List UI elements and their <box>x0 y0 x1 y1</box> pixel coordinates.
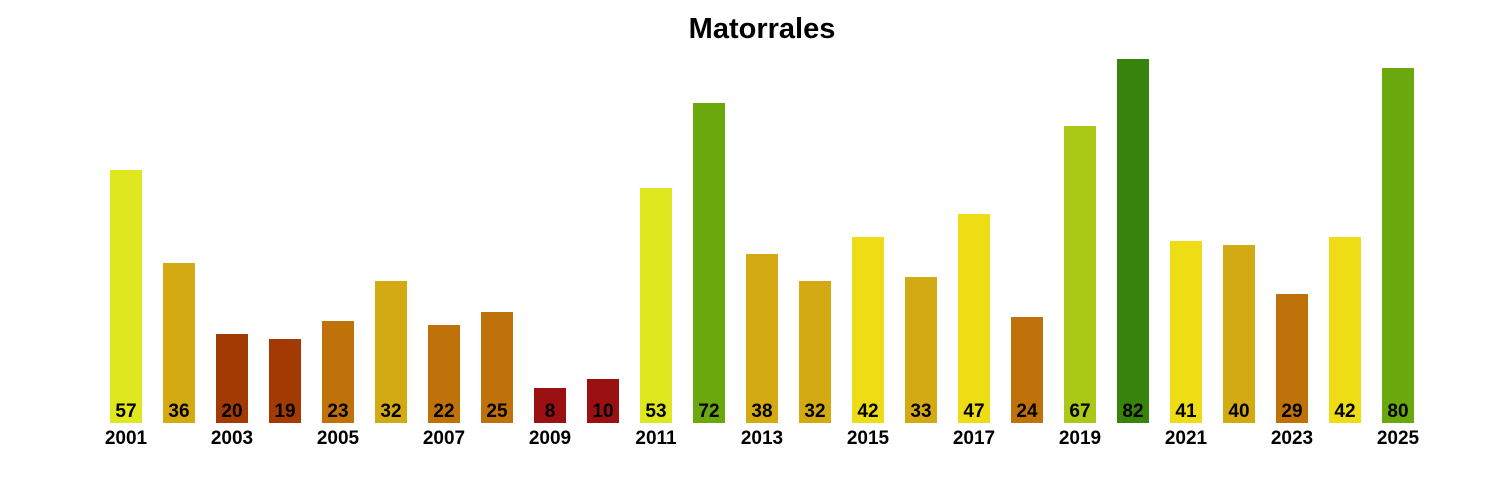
bar-value-label: 72 <box>698 401 720 422</box>
plot-area: 57 36 20 19 23 32 22 25 8 10 53 72 38 32 42 33 47 24 67 82 4… <box>110 59 1414 423</box>
bar-value-label: 41 <box>1175 401 1197 422</box>
bar-value-label: 10 <box>592 401 614 422</box>
bar-2001: 57 <box>110 170 142 423</box>
bar-2008: 25 <box>481 312 513 423</box>
x-tick-label-2003: 2003 <box>210 428 254 449</box>
bar-value-label: 53 <box>645 401 667 422</box>
bar-2012: 72 <box>693 103 725 423</box>
bar-value-label: 33 <box>910 401 932 422</box>
bar-value-label: 22 <box>433 401 455 422</box>
x-tick-label-2019: 2019 <box>1058 428 1102 449</box>
bar-value-label: 36 <box>168 401 190 422</box>
x-tick-label-2015: 2015 <box>846 428 890 449</box>
bar-2015: 42 <box>852 236 884 423</box>
bar-value-label: 40 <box>1228 401 1250 422</box>
bar-value-label: 24 <box>1016 401 1038 422</box>
bar-value-label: 23 <box>327 401 349 422</box>
bar-2021: 41 <box>1170 241 1202 423</box>
bar-value-label: 57 <box>115 401 137 422</box>
bar-2002: 36 <box>163 263 195 423</box>
bar-value-label: 80 <box>1387 401 1409 422</box>
bar-value-label: 42 <box>857 401 879 422</box>
bar-2022: 40 <box>1223 245 1255 423</box>
bar-2013: 38 <box>746 254 778 423</box>
bar-value-label: 32 <box>380 401 402 422</box>
bar-2025: 80 <box>1382 67 1414 423</box>
bar-value-label: 32 <box>804 401 826 422</box>
bar-2023: 29 <box>1276 294 1308 423</box>
x-tick-label-2007: 2007 <box>422 428 466 449</box>
bar-2019: 67 <box>1064 125 1096 423</box>
bar-2024: 42 <box>1329 236 1361 423</box>
x-tick-label-2013: 2013 <box>740 428 784 449</box>
bar-2014: 32 <box>799 281 831 423</box>
x-tick-label-2025: 2025 <box>1376 428 1420 449</box>
x-tick-label-2017: 2017 <box>952 428 996 449</box>
x-tick-label-2021: 2021 <box>1164 428 1208 449</box>
bar-value-label: 38 <box>751 401 773 422</box>
bar-value-label: 20 <box>221 401 243 422</box>
bar-value-label: 42 <box>1334 401 1356 422</box>
chart-title: Matorrales <box>688 13 836 45</box>
x-tick-label-2011: 2011 <box>635 428 677 449</box>
bar-value-label: 82 <box>1122 401 1144 422</box>
bar-value-label: 19 <box>274 401 296 422</box>
x-tick-label-2005: 2005 <box>316 428 360 449</box>
bar-2003: 20 <box>216 334 248 423</box>
bar-2007: 22 <box>428 325 460 423</box>
bar-value-label: 8 <box>544 401 556 422</box>
bar-value-label: 67 <box>1069 401 1091 422</box>
bar-value-label: 47 <box>963 401 985 422</box>
bar-value-label: 29 <box>1281 401 1303 422</box>
x-tick-label-2001: 2001 <box>104 428 148 449</box>
bar-2006: 32 <box>375 281 407 423</box>
x-tick-label-2023: 2023 <box>1270 428 1314 449</box>
bar-2009: 8 <box>534 387 566 423</box>
bar-2010: 10 <box>587 378 619 423</box>
bar-value-label: 25 <box>486 401 508 422</box>
bar-2005: 23 <box>322 320 354 423</box>
bar-2004: 19 <box>269 338 301 423</box>
x-tick-label-2009: 2009 <box>528 428 572 449</box>
bar-2016: 33 <box>905 276 937 423</box>
x-axis: 2001 2003 2005 2007 2009 2011 2013 2015 2017 2019… <box>0 428 1500 453</box>
bar-2020: 82 <box>1117 59 1149 423</box>
bar-2017: 47 <box>958 214 990 423</box>
bar-2018: 24 <box>1011 316 1043 423</box>
bar-2011: 53 <box>640 187 672 423</box>
